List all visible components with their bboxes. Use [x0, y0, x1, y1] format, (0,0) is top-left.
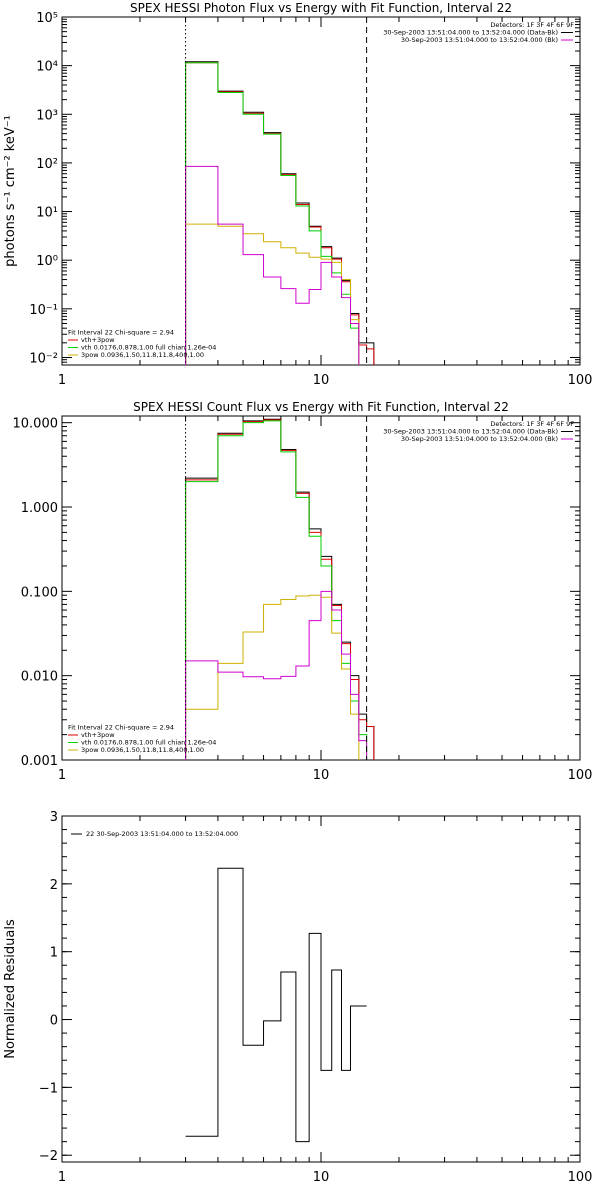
legend-entry-label: 30-Sep-2003 13:51:04.000 to 13:52:04.000…: [383, 29, 558, 37]
legend-entry-label: vth 0.0176,0.878,1.00 full chian 1.26e-0…: [81, 344, 216, 352]
plot-frame: [61, 16, 581, 366]
y-tick-label: 10⁻¹: [29, 303, 58, 318]
x-tick-label: 1: [58, 1170, 66, 1185]
y-tick-label: 2: [50, 878, 58, 893]
series-3-line: [185, 420, 368, 760]
y-tick-label: 10.000: [13, 417, 59, 432]
x-tick-label: 10: [313, 1170, 330, 1185]
legend-entry-label: vth+3pow: [81, 336, 115, 344]
x-tick-label: 100: [568, 768, 593, 783]
y-tick-label: 10³: [36, 108, 58, 123]
legend-bottom-left: Fit Interval 22 Chi-square = 2.94vth+3po…: [68, 329, 216, 359]
series-group: [185, 418, 375, 760]
series-1-line: [185, 867, 367, 1143]
legend-entry-label: Detectors: 1F 3F 4F 6F 9F: [490, 420, 574, 428]
y-axis-label: Normalized Residuals: [3, 919, 18, 1059]
y-tick-label: 3: [50, 810, 58, 825]
series-1-line: [185, 61, 375, 365]
y-axis-label: photons s⁻¹ cm⁻² keV⁻¹: [3, 115, 18, 267]
series-5-line: [185, 165, 360, 365]
legend-entry-label: 30-Sep-2003 13:51:04.000 to 13:52:04.000…: [401, 36, 558, 44]
series-5-line: [185, 590, 368, 760]
x-tick-label: 100: [568, 373, 593, 388]
legend-entry-label: 3pow 0.0936,1.50,11.8,11.8,400,1.00: [81, 746, 204, 754]
series-group: [185, 61, 375, 365]
legend-entry-label: Fit Interval 22 Chi-square = 2.94: [68, 724, 174, 732]
legend-bottom-left: Fit Interval 22 Chi-square = 2.94vth+3po…: [68, 724, 216, 754]
y-tick-label: 0.010: [21, 670, 58, 685]
y-tick-label: 10¹: [36, 206, 58, 221]
legend-entry-label: Detectors: 1F 3F 4F 6F 9F: [490, 21, 574, 29]
y-tick-label: 10⁻²: [29, 351, 58, 366]
y-tick-label: 1: [50, 946, 58, 961]
y-tick-label: 10²: [36, 157, 58, 172]
x-tick-label: 10: [313, 373, 330, 388]
y-tick-label: 10⁵: [36, 11, 58, 26]
legend-entry-label: 30-Sep-2003 13:51:04.000 to 13:52:04.000…: [401, 435, 558, 443]
chart-2: SPEX HESSI Count Flux vs Energy with Fit…: [13, 400, 593, 783]
x-tick-label: 1: [58, 373, 66, 388]
y-tick-label: 0: [50, 1014, 58, 1029]
legend-entry-label: vth+3pow: [81, 731, 115, 739]
series-group: [185, 867, 367, 1143]
series-2-line: [185, 62, 375, 365]
legend-top-left: 22 30-Sep-2003 13:51:04.000 to 13:52:04.…: [71, 830, 238, 838]
y-tick-label: 10⁴: [36, 60, 58, 75]
legend-entry-label: 3pow 0.0936,1.50,11.8,11.8,400,1.00: [81, 351, 204, 359]
x-tick-label: 10: [313, 768, 330, 783]
y-tick-label: 0.001: [21, 754, 58, 769]
y-tick-label: −1: [39, 1081, 58, 1096]
y-tick-label: −2: [39, 1149, 58, 1164]
legend-entry-label: Fit Interval 22 Chi-square = 2.94: [68, 329, 174, 337]
series-1-line: [185, 418, 375, 760]
plot-frame: [61, 415, 581, 761]
y-tick-label: 0.100: [21, 585, 58, 600]
series-4-line: [185, 594, 360, 760]
x-tick-label: 1: [58, 768, 66, 783]
chart-3: 1 10 100 −2 −1 0 1 2 3 Normalized Residuals 22 30-…: [3, 810, 592, 1185]
series-2-line: [185, 419, 375, 760]
y-tick-label: 1.000: [21, 501, 58, 516]
legend-entry-label: 22 30-Sep-2003 13:51:04.000 to 13:52:04.…: [86, 830, 238, 838]
chart-1: SPEX HESSI Photon Flux vs Energy with Fi…: [3, 1, 592, 388]
chart-title: SPEX HESSI Count Flux vs Energy with Fit…: [133, 400, 509, 414]
series-3-line: [185, 62, 360, 365]
chart-title: SPEX HESSI Photon Flux vs Energy with Fi…: [130, 1, 512, 15]
legend-entry-label: vth 0.0176,0.878,1.00 full chian 1.26e-0…: [81, 739, 216, 747]
legend-entry-label: 30-Sep-2003 13:51:04.000 to 13:52:04.000…: [383, 428, 558, 436]
x-tick-label: 100: [568, 1170, 593, 1185]
y-tick-label: 10⁰: [36, 254, 58, 269]
